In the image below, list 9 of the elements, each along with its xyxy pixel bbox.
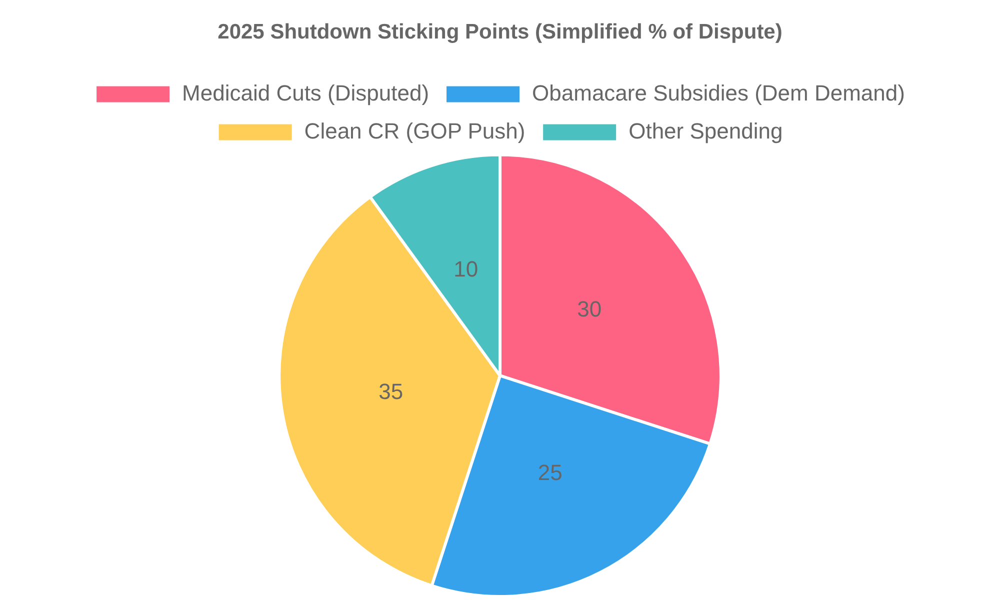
data-label: 25 [538, 460, 562, 486]
legend-label: Clean CR (GOP Push) [304, 118, 526, 144]
data-label: 35 [378, 378, 404, 404]
legend-label: Other Spending [628, 118, 783, 144]
chart-title: 2025 Shutdown Sticking Points (Simplified % of Dispute) [218, 20, 782, 44]
data-label: 10 [454, 256, 478, 282]
legend-label: Medicaid Cuts (Disputed) [182, 80, 430, 106]
legend-label: Obamacare Subsidies (Dem Demand) [532, 80, 905, 106]
data-label: 30 [577, 296, 602, 322]
